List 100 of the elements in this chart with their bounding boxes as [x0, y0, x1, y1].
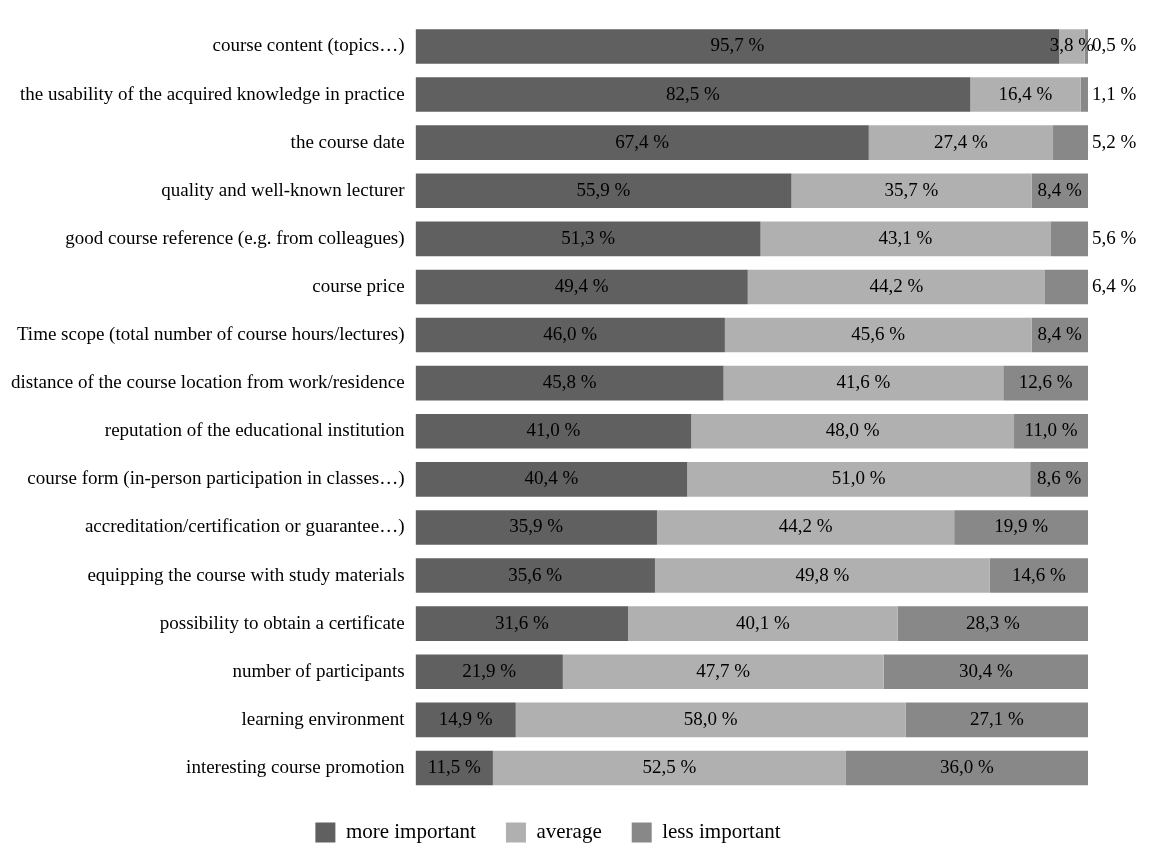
- bar: [883, 654, 1088, 690]
- legend-label: average: [536, 819, 602, 844]
- y-tick-label: learning environment: [241, 707, 406, 729]
- data-label: 36,0 %: [940, 755, 995, 777]
- data-label: 43,1 %: [878, 226, 933, 248]
- bar: [1080, 77, 1088, 112]
- data-label: 40,1 %: [735, 611, 790, 633]
- data-label: 58,0 %: [683, 707, 738, 729]
- bar: [845, 750, 1088, 786]
- y-tick-label: quality and well-known lecturer: [161, 178, 406, 200]
- data-label: 30,4 %: [958, 659, 1013, 681]
- data-label: 41,6 %: [836, 371, 891, 393]
- bar: [1053, 125, 1088, 160]
- y-tick-label: course form (in-person participation in classes…): [27, 467, 405, 490]
- y-tick-label: possibility to obtain a certificate: [159, 611, 405, 633]
- data-label: 67,4 %: [615, 130, 670, 152]
- y-tick-label: distance of the course location from work/residence: [10, 371, 405, 393]
- data-label: 41,0 %: [526, 419, 581, 441]
- legend-label: less important: [662, 819, 781, 844]
- data-label: 6,4 %: [1092, 274, 1137, 296]
- y-tick-label: the usability of the acquired knowledge in practice: [19, 82, 405, 104]
- y-tick-label: Time scope (total number of course hours/lectures): [16, 323, 405, 346]
- data-label: 31,6 %: [494, 611, 549, 633]
- legend-label: more important: [345, 819, 477, 844]
- bar: [415, 558, 655, 593]
- bar: [970, 77, 1081, 112]
- bar: [760, 221, 1051, 257]
- bar: [628, 606, 898, 641]
- data-label: 35,6 %: [508, 563, 563, 585]
- data-label: 45,8 %: [542, 371, 597, 393]
- data-label: 44,2 %: [869, 274, 924, 296]
- bar: [691, 413, 1015, 449]
- bar: [415, 654, 563, 690]
- bar: [415, 317, 725, 353]
- y-tick-label: interesting course promotion: [186, 755, 406, 777]
- y-tick-label: accreditation/certification or guarantee…): [84, 515, 405, 538]
- data-label: 47,7 %: [696, 659, 751, 681]
- data-label: 40,4 %: [524, 467, 579, 489]
- bar: [515, 702, 906, 738]
- data-label: 51,3 %: [561, 226, 616, 248]
- bar: [492, 750, 846, 786]
- y-tick-label: the course date: [290, 130, 405, 152]
- bar: [415, 221, 761, 257]
- bar: [415, 77, 971, 112]
- bar: [1014, 413, 1088, 449]
- data-label: 5,6 %: [1092, 226, 1137, 248]
- bar: [687, 462, 1031, 497]
- bar: [989, 558, 1088, 593]
- bar: [897, 606, 1088, 641]
- data-label: 44,2 %: [778, 515, 833, 537]
- bar: [415, 125, 869, 160]
- bar: [954, 510, 1088, 545]
- data-label: 5,2 %: [1092, 130, 1137, 152]
- data-label: 46,0 %: [543, 323, 598, 345]
- data-label: 8,4 %: [1037, 178, 1083, 200]
- data-label: 48,0 %: [825, 419, 880, 441]
- bar: [415, 365, 724, 401]
- data-label: 28,3 %: [965, 611, 1020, 633]
- bar: [724, 317, 1032, 353]
- data-label: 11,0 %: [1024, 419, 1078, 441]
- data-label: 8,6 %: [1036, 467, 1082, 489]
- bar: [415, 413, 692, 449]
- bar: [415, 269, 748, 305]
- data-label: 49,4 %: [554, 274, 609, 296]
- bar: [723, 365, 1004, 401]
- y-tick-label: reputation of the educational institution: [104, 419, 406, 441]
- data-label: 14,9 %: [438, 707, 493, 729]
- data-label: 45,6 %: [851, 323, 906, 345]
- data-label: 27,4 %: [934, 130, 988, 152]
- data-label: 1,1 %: [1092, 82, 1137, 104]
- bar: [415, 462, 688, 497]
- data-label: 49,8 %: [795, 563, 850, 585]
- bar: [905, 702, 1088, 738]
- data-label: 82,5 %: [666, 82, 721, 104]
- data-label: 3,8 %: [1049, 34, 1095, 56]
- bar: [656, 510, 955, 545]
- data-label: 11,5 %: [427, 755, 481, 777]
- y-tick-label: good course reference (e.g. from colleagues): [65, 226, 405, 249]
- bar: [1044, 269, 1088, 305]
- data-label: 16,4 %: [998, 82, 1053, 104]
- bar: [415, 510, 657, 545]
- data-label: 12,6 %: [1018, 371, 1073, 393]
- data-label: 51,0 %: [831, 467, 886, 489]
- data-label: 27,1 %: [969, 707, 1024, 729]
- data-label: 55,9 %: [576, 178, 631, 200]
- bar: [654, 558, 990, 593]
- bar: [868, 125, 1054, 160]
- data-label: 14,6 %: [1012, 563, 1066, 585]
- bar: [791, 173, 1032, 209]
- data-label: 35,7 %: [884, 178, 939, 200]
- data-label: 52,5 %: [642, 755, 697, 777]
- bar: [415, 606, 629, 641]
- y-tick-label: equipping the course with study materials: [87, 563, 405, 585]
- data-label: 8,4 %: [1037, 323, 1083, 345]
- data-label: 35,9 %: [509, 515, 564, 537]
- data-label: 21,9 %: [462, 659, 517, 681]
- bar: [1050, 221, 1088, 257]
- data-label: 95,7 %: [710, 34, 765, 56]
- data-label: 0,5 %: [1092, 34, 1137, 56]
- data-label: 19,9 %: [994, 515, 1049, 537]
